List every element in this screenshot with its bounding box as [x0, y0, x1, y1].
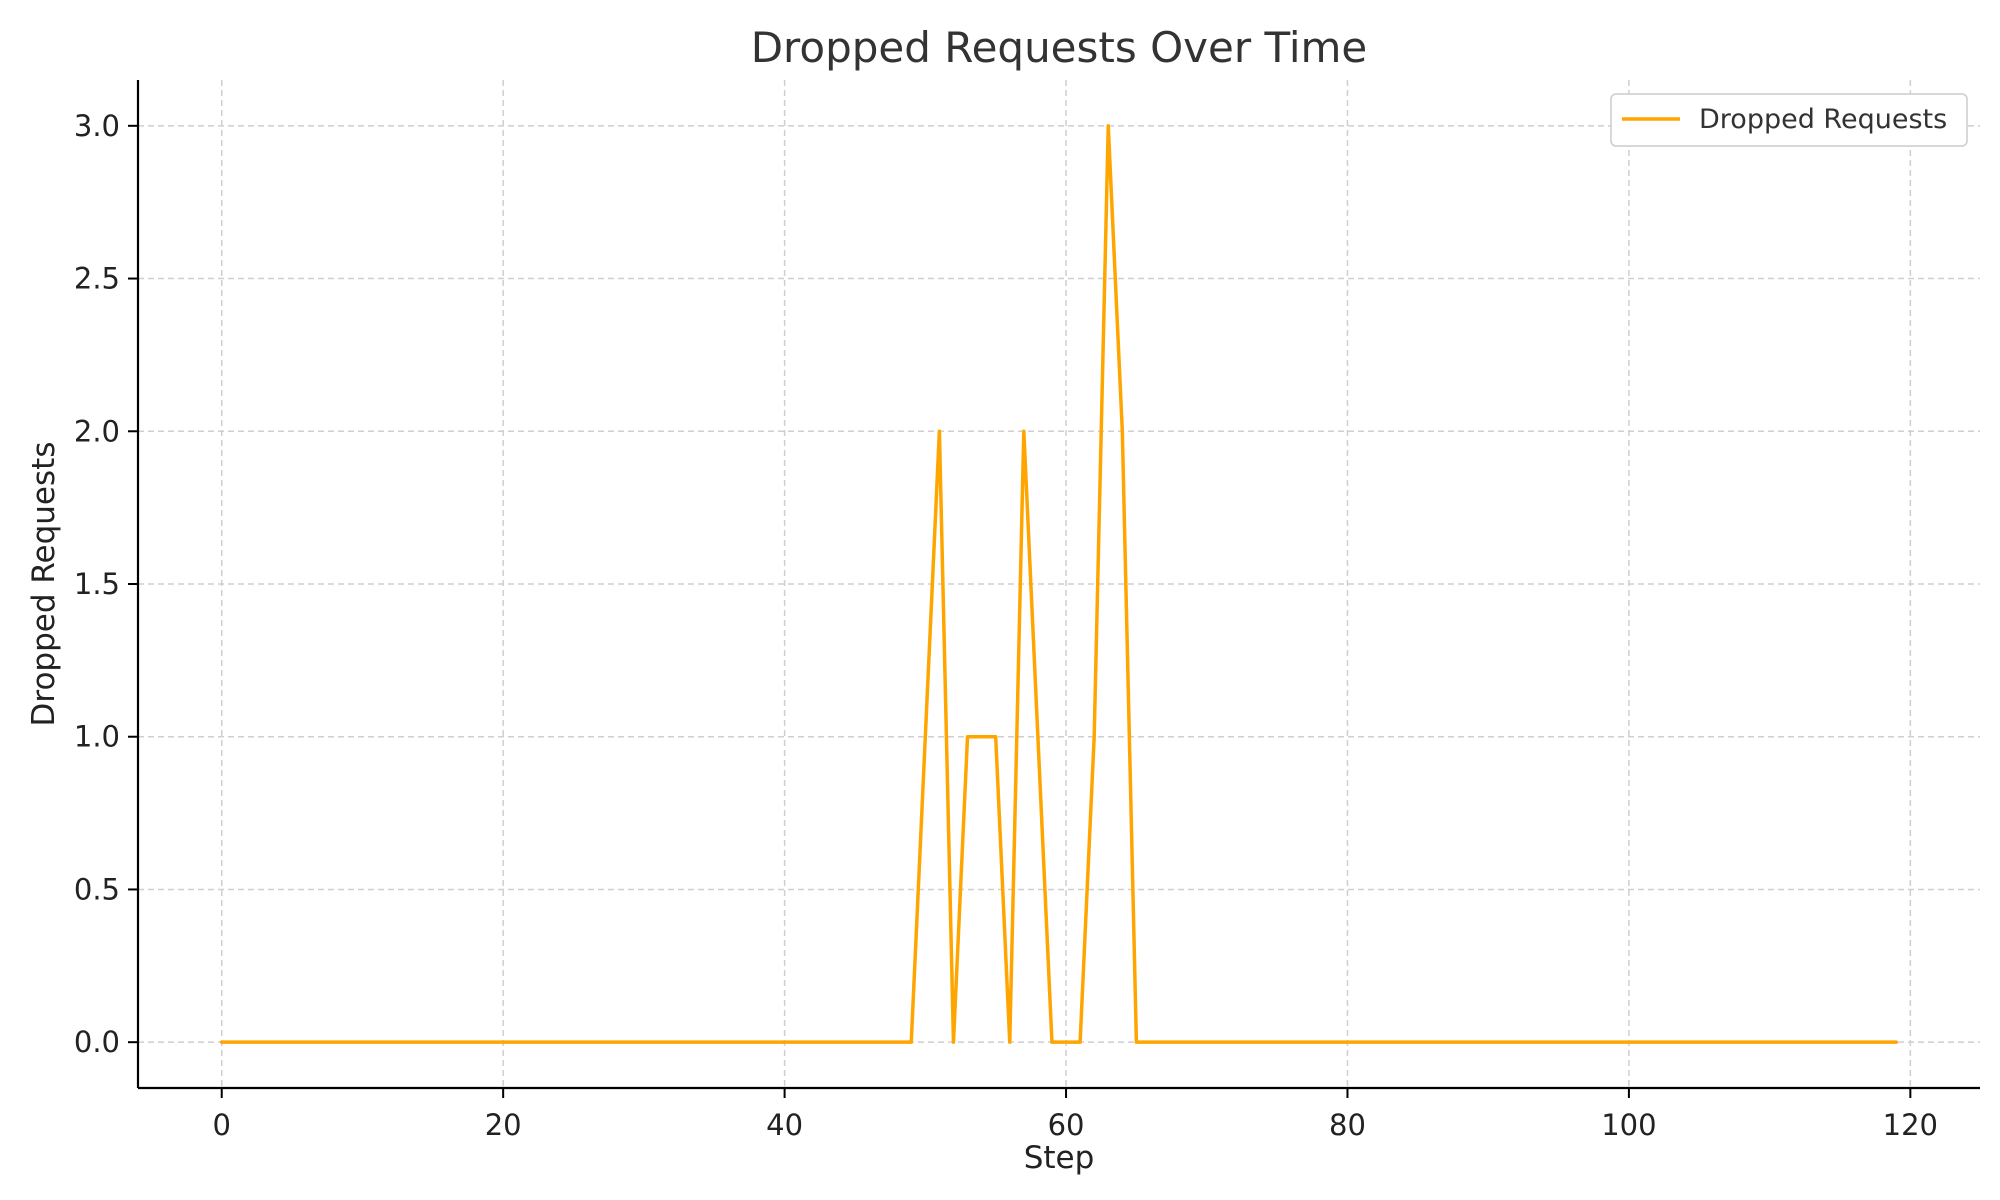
y-tick-label: 3.0 — [74, 109, 120, 143]
legend-box — [1610, 93, 1968, 147]
x-tick-label: 120 — [1883, 1108, 1938, 1142]
x-tick-label: 60 — [1048, 1108, 1085, 1142]
x-tick-label: 20 — [485, 1108, 522, 1142]
y-tick-label: 0.5 — [74, 872, 120, 906]
grid-layer — [138, 80, 1980, 1088]
series-layer — [219, 124, 1899, 1044]
y-axis-label: Dropped Requests — [26, 442, 62, 727]
x-tick-label: 0 — [213, 1108, 231, 1142]
chart-title: Dropped Requests Over Time — [751, 23, 1368, 72]
x-axis-label: Step — [1024, 1140, 1095, 1176]
x-ticks: 0 20 40 60 80 100 120 — [213, 1088, 1938, 1142]
y-tick-label: 1.0 — [74, 720, 120, 754]
x-tick-label: 100 — [1601, 1108, 1656, 1142]
y-tick-label: 2.5 — [74, 262, 120, 296]
legend-label: Dropped Requests — [1699, 104, 1947, 135]
y-tick-label: 0.0 — [74, 1025, 120, 1059]
y-ticks: 0.0 0.5 1.0 1.5 2.0 2.5 3.0 — [74, 109, 138, 1059]
x-tick-label: 40 — [766, 1108, 803, 1142]
y-tick-label: 1.5 — [74, 567, 120, 601]
y-tick-label: 2.0 — [74, 414, 120, 448]
legend: Dropped Requests — [1610, 93, 1968, 147]
x-tick-label: 80 — [1329, 1108, 1366, 1142]
series-line-dropped-requests — [219, 124, 1899, 1044]
